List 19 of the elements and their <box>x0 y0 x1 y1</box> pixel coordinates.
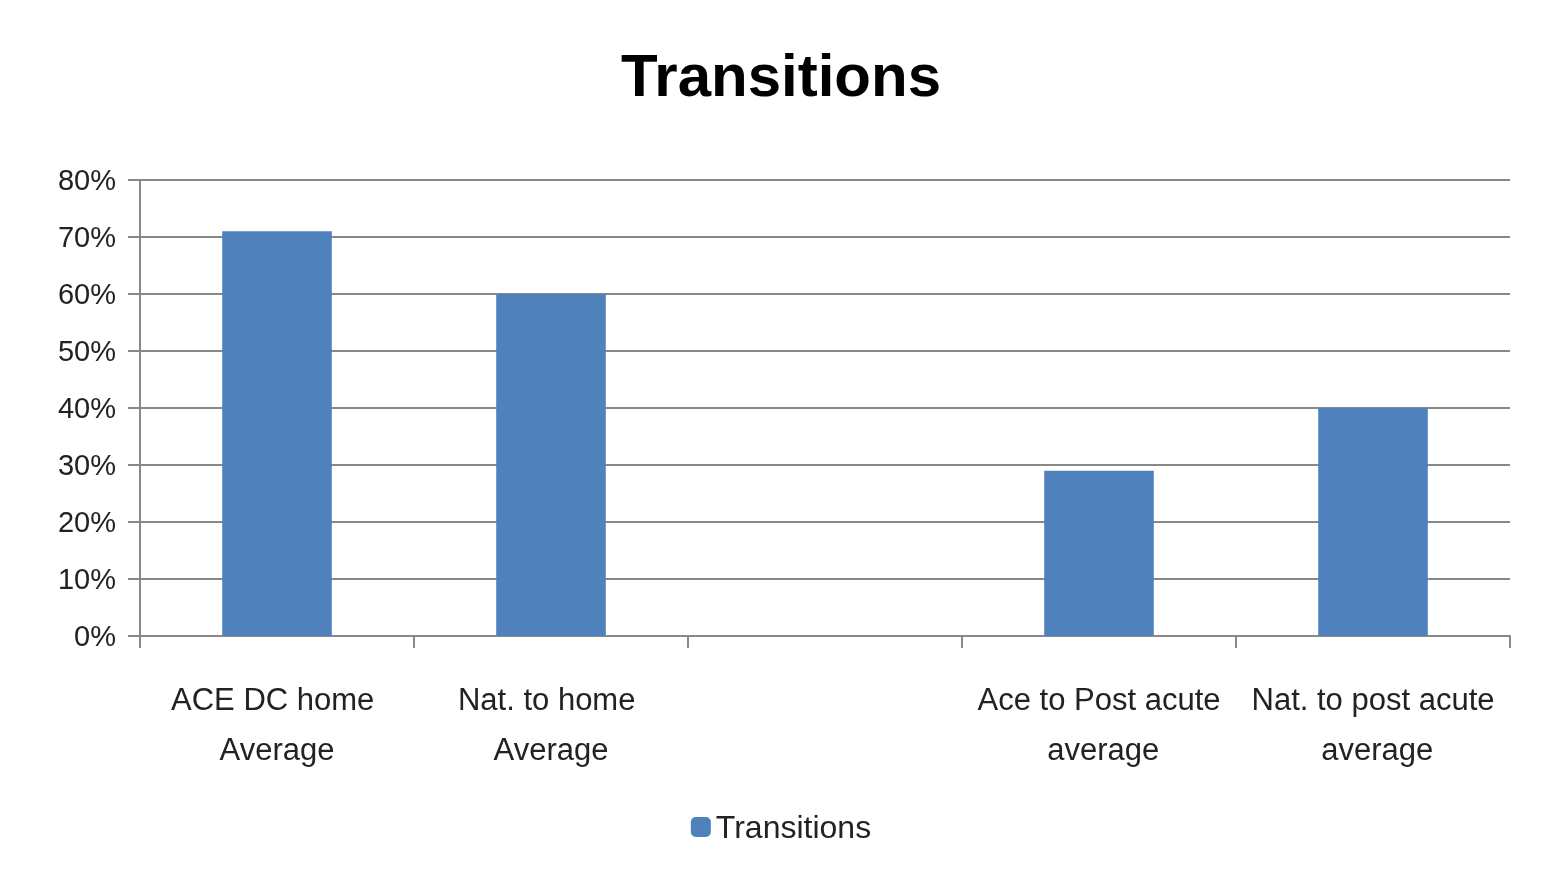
legend-label: Transitions <box>715 809 872 845</box>
bar <box>1318 408 1428 636</box>
y-tick-label: 50% <box>57 335 116 367</box>
y-tick-label: 80% <box>57 164 116 196</box>
chart-title: Transitions <box>620 41 942 109</box>
y-tick-label: 10% <box>57 563 116 595</box>
bar <box>496 294 606 636</box>
bar <box>222 231 332 636</box>
x-tick-label: Nat. to post acute average <box>1251 681 1495 767</box>
x-tick-label: Nat. to home Average <box>457 681 645 767</box>
bar <box>1044 470 1154 636</box>
y-tick-label: 60% <box>57 278 116 310</box>
y-tick-label: 20% <box>57 506 116 538</box>
y-tick-label: 0% <box>74 620 116 652</box>
x-tick-label: ACE DC home Average <box>171 681 383 767</box>
x-tick-label: Ace to Post acute average <box>977 681 1221 767</box>
y-tick-label: 40% <box>57 392 116 424</box>
y-tick-label: 30% <box>57 449 116 481</box>
y-tick-label: 70% <box>57 221 116 253</box>
